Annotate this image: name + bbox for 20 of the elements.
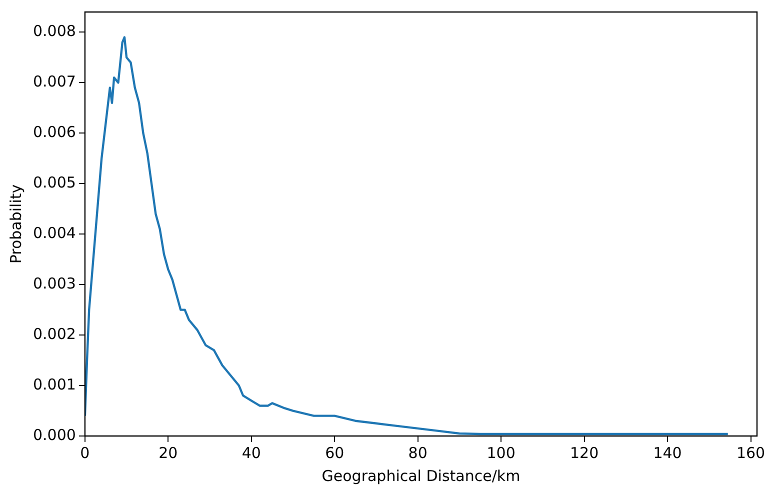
x-tick-label: 160 — [736, 444, 766, 462]
y-tick-label: 0.004 — [32, 224, 76, 242]
x-tick-label: 40 — [242, 444, 261, 462]
y-tick-label: 0.001 — [32, 375, 76, 394]
x-tick-label: 120 — [570, 444, 599, 462]
y-tick-label: 0.006 — [32, 123, 76, 142]
x-tick-label: 80 — [408, 444, 428, 462]
x-tick-label: 20 — [158, 444, 178, 462]
y-tick-label: 0.003 — [32, 274, 76, 292]
y-tick-label: 0.000 — [32, 426, 76, 444]
y-tick-label: 0.007 — [32, 72, 76, 91]
y-tick-label: 0.005 — [32, 174, 76, 192]
y-tick-label: 0.002 — [32, 324, 76, 343]
x-tick-label: 100 — [486, 444, 516, 462]
y-axis-title: Probability — [6, 184, 25, 264]
x-tick-label: 60 — [325, 444, 344, 462]
x-tick-label: 0 — [80, 444, 90, 462]
y-tick-label: 0.008 — [32, 22, 76, 40]
x-tick-label: 140 — [653, 444, 682, 462]
x-axis-title: Geographical Distance/km — [322, 466, 520, 485]
